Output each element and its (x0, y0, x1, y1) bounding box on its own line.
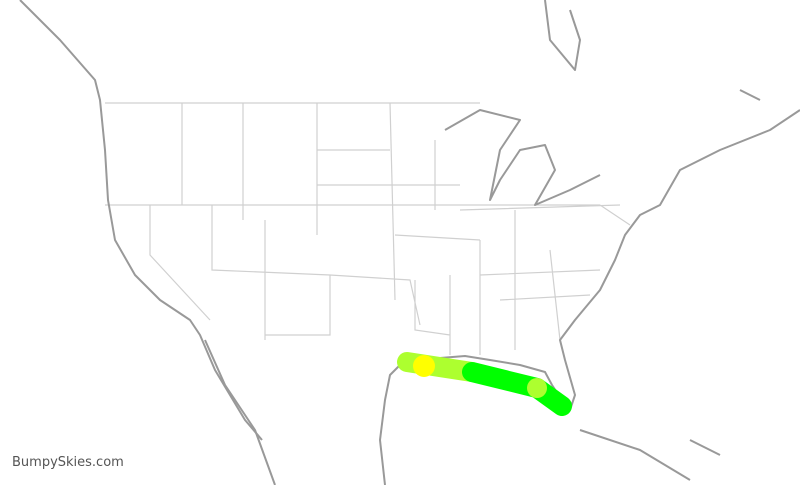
turbulence-marker-light[interactable] (527, 378, 547, 398)
site-credit[interactable]: BumpySkies.com (12, 455, 124, 470)
turbulence-marker-moderate[interactable] (413, 355, 435, 377)
coastline (19, 0, 800, 485)
flight-route (397, 352, 572, 416)
state-borders (105, 102, 631, 355)
